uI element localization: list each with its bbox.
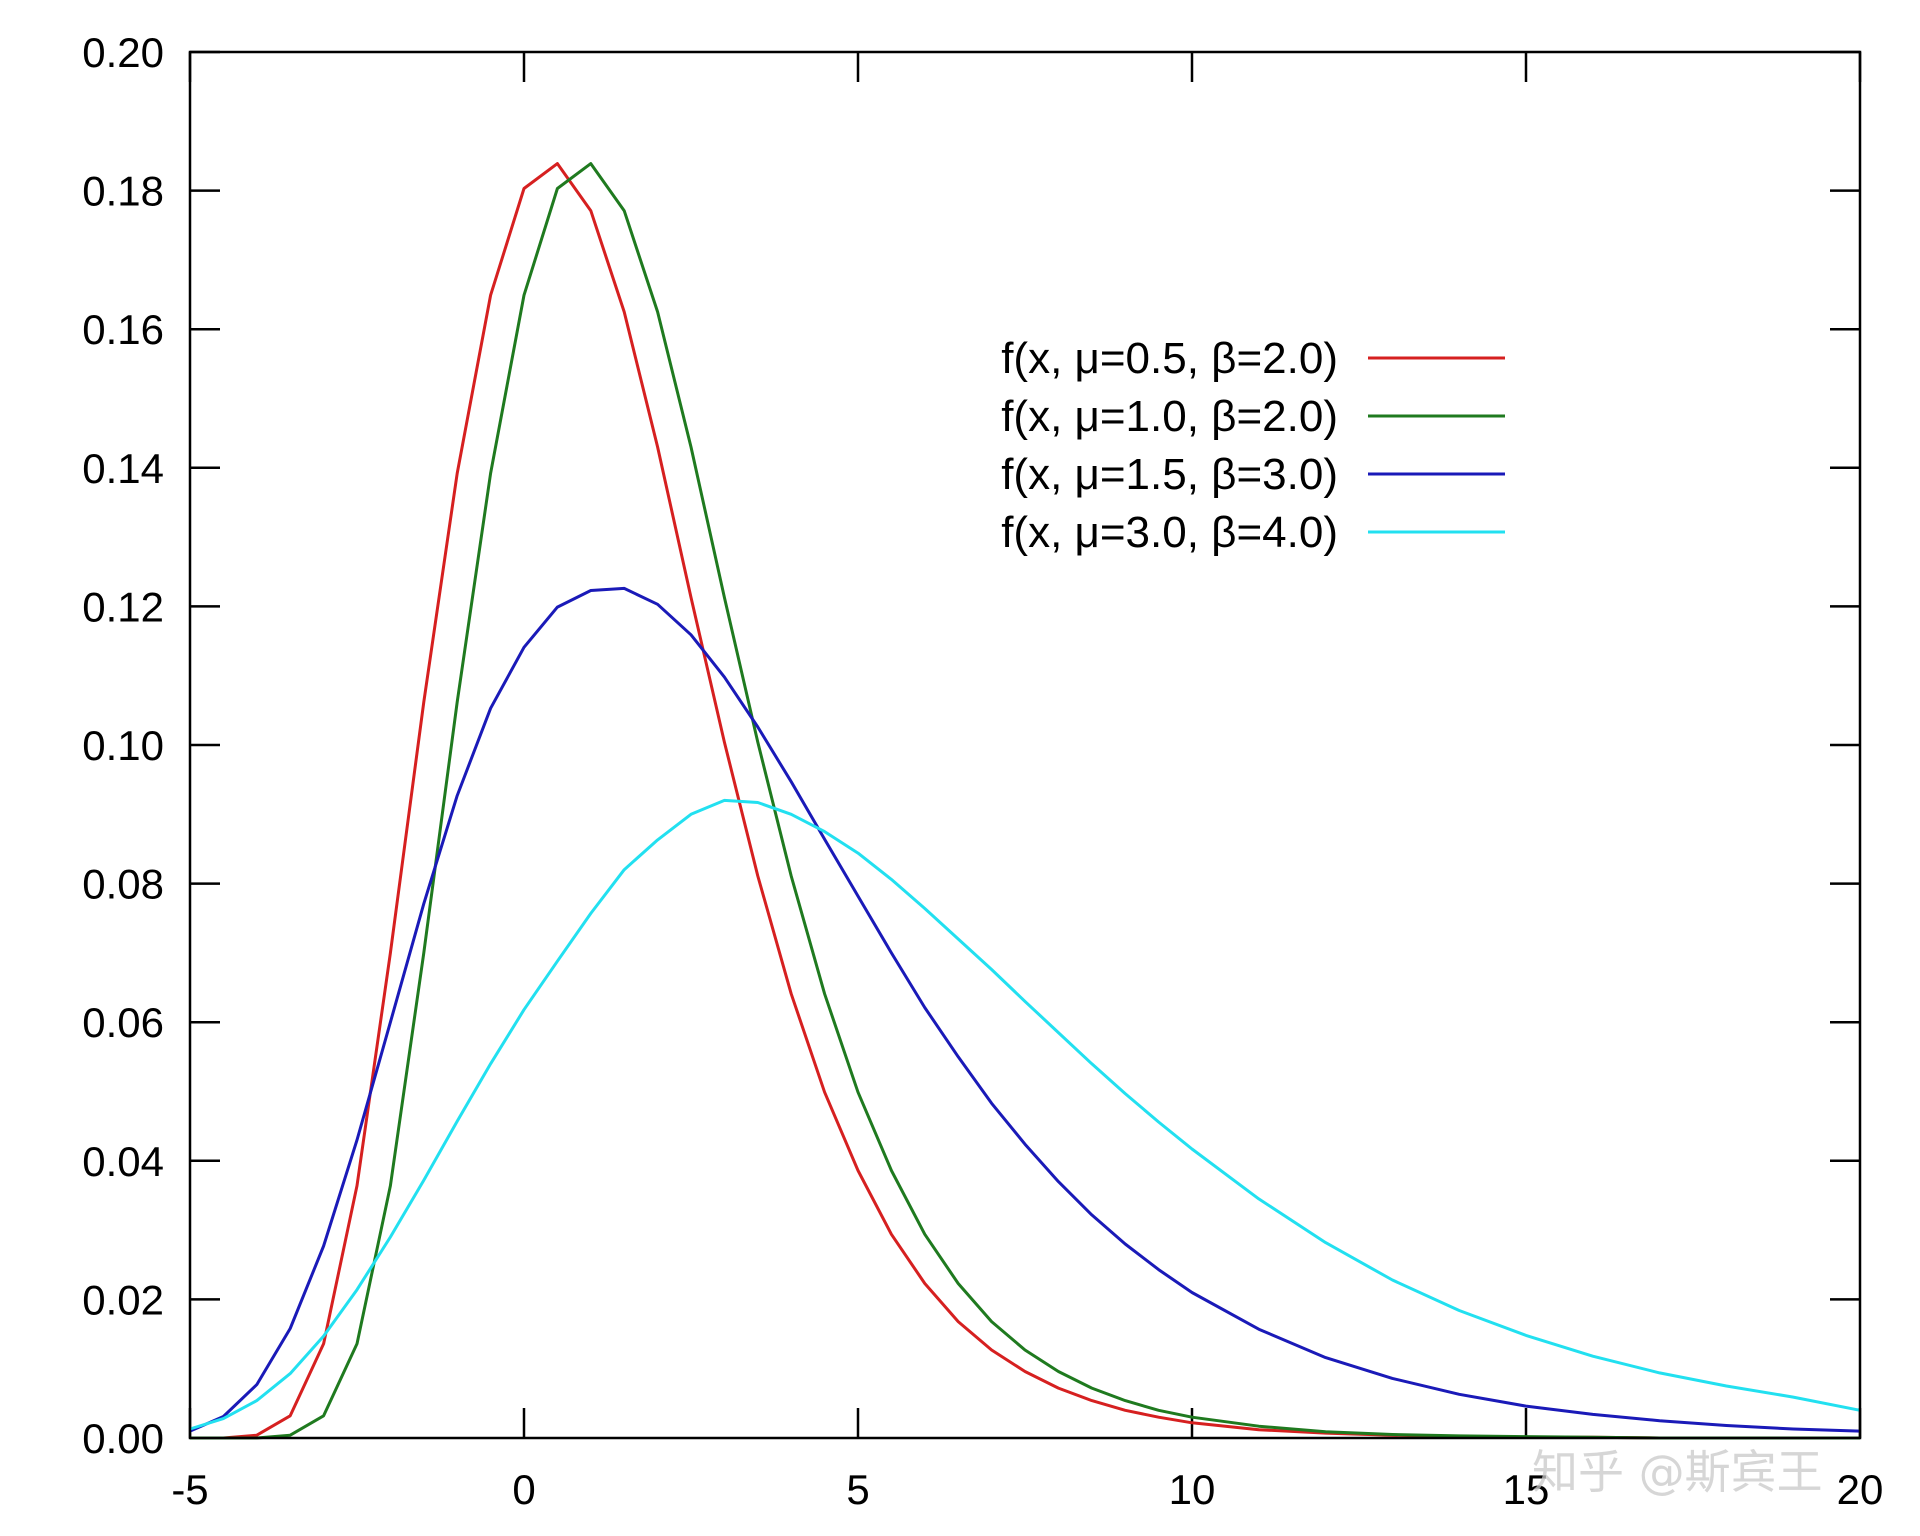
y-tick-label: 0.12 <box>82 583 164 630</box>
series-line-1 <box>190 162 1860 1440</box>
legend-label: f(x, μ=1.5, β=3.0) <box>1001 450 1338 499</box>
x-tick-label: 10 <box>1169 1466 1216 1513</box>
y-tick-label: 0.14 <box>82 445 164 492</box>
x-tick-label: 5 <box>846 1466 869 1513</box>
y-tick-label: 0.00 <box>82 1415 164 1462</box>
y-tick-label: 0.18 <box>82 168 164 215</box>
legend-label: f(x, μ=1.0, β=2.0) <box>1001 392 1338 441</box>
y-tick-label: 0.06 <box>82 999 164 1046</box>
x-tick-label: 20 <box>1837 1466 1884 1513</box>
y-tick-label: 0.20 <box>82 29 164 76</box>
series-line-2 <box>189 586 1861 1433</box>
x-tick-label: 0 <box>512 1466 535 1513</box>
x-tick-label: 15 <box>1503 1466 1550 1513</box>
tick-labels: -5 0 5 10 15 20 0.00 0.02 0.04 0.06 0.08 0.10 0.12 0.… <box>82 29 1883 1513</box>
series-line-3 <box>189 798 1861 1431</box>
legend: f(x, μ=0.5, β=2.0) f(x, μ=1.0, β=2.0) f(x,… <box>1001 334 1505 557</box>
y-tick-label: 0.04 <box>82 1138 164 1185</box>
x-tick-label: -5 <box>171 1466 208 1513</box>
legend-label: f(x, μ=0.5, β=2.0) <box>1001 334 1338 383</box>
y-tick-label: 0.08 <box>82 861 164 908</box>
y-tick-label: 0.02 <box>82 1276 164 1323</box>
legend-label: f(x, μ=3.0, β=4.0) <box>1001 508 1338 557</box>
plot-frame <box>188 50 1862 1440</box>
series-lines <box>189 162 1861 1440</box>
watermark: 知乎 @斯宾王 <box>1532 1445 1823 1499</box>
y-tick-label: 0.10 <box>82 722 164 769</box>
y-tick-label: 0.16 <box>82 306 164 353</box>
